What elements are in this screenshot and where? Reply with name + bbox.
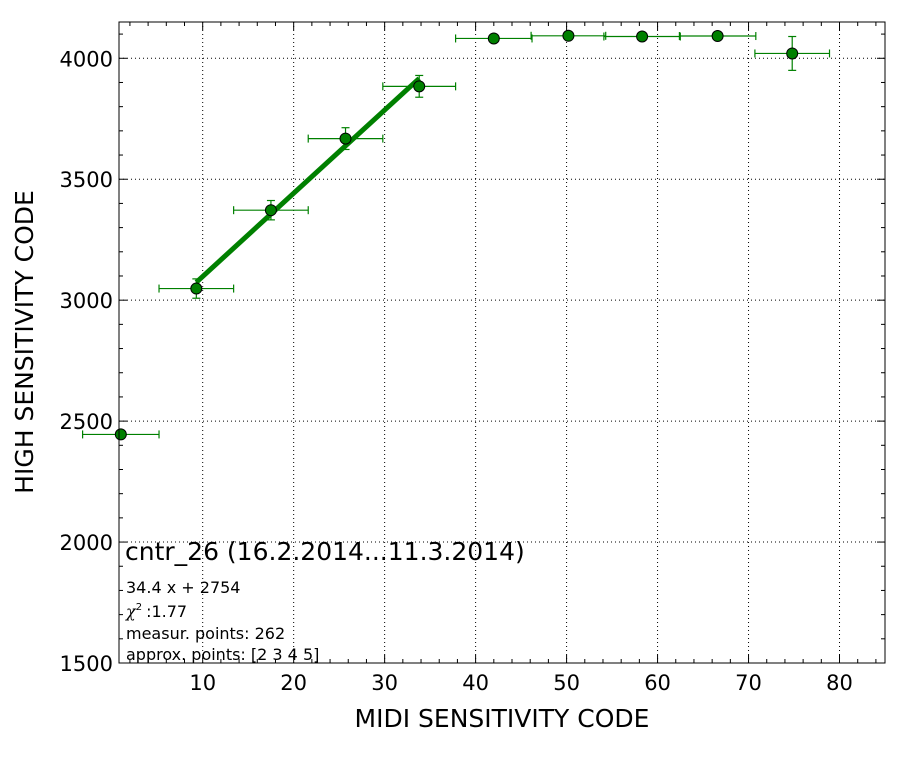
- point-marker: [190, 282, 203, 295]
- point-marker: [413, 80, 426, 93]
- grid: [119, 22, 885, 664]
- y-tick-label: 4000: [60, 47, 113, 71]
- y-tick-label: 2500: [60, 410, 113, 434]
- data-point: [233, 199, 309, 221]
- data-points-layer: [82, 29, 831, 441]
- data-point: [158, 278, 235, 299]
- x-tick-label: 50: [553, 671, 580, 695]
- x-tick-label: 10: [189, 671, 216, 695]
- point-marker: [711, 30, 724, 43]
- plot-frame: [118, 21, 886, 664]
- point-marker: [264, 204, 277, 217]
- x-tick-label: 60: [644, 671, 671, 695]
- x-tick-label: 30: [371, 671, 398, 695]
- x-tick-label: 80: [826, 671, 853, 695]
- approx-points-text: approx. points: [2 3 4 5]: [126, 645, 319, 664]
- data-point: [307, 127, 384, 151]
- point-marker: [786, 47, 799, 60]
- chi-superscript: 2: [136, 602, 142, 613]
- point-marker: [636, 30, 649, 43]
- fit-line: [194, 76, 421, 285]
- y-axis-label: HIGH SENSITIVITY CODE: [10, 190, 39, 494]
- data-point: [603, 30, 681, 43]
- point-marker: [114, 428, 127, 441]
- data-point: [82, 428, 160, 441]
- data-point: [382, 74, 457, 98]
- point-marker: [487, 32, 500, 45]
- point-marker: [339, 132, 352, 145]
- annotation-heading: cntr_26 (16.2.2014...11.3.2014): [125, 537, 525, 566]
- y-tick-label: 2000: [60, 531, 113, 555]
- data-point: [754, 35, 831, 71]
- annotations: cntr_26 (16.2.2014...11.3.2014) 34.4 x +…: [125, 537, 525, 664]
- x-axis-label: MIDI SENSITIVITY CODE: [355, 704, 650, 733]
- chi-square-label: χ2 :1.77: [125, 602, 187, 621]
- measur-points-text: measur. points: 262: [126, 624, 285, 643]
- y-tick-label: 1500: [60, 652, 113, 676]
- y-tick-label: 3000: [60, 289, 113, 313]
- axis-ticks: 10 20 30 40 50 60 70 80 1500 2000 2500 3000 3500 4000: [60, 22, 885, 695]
- chi-symbol: χ: [125, 602, 137, 621]
- x-tick-label: 70: [735, 671, 762, 695]
- data-point: [455, 32, 533, 45]
- fit-line-layer: [194, 76, 421, 285]
- data-point: [678, 30, 757, 43]
- chi-square-value: :1.77: [146, 602, 187, 621]
- data-point: [530, 29, 607, 42]
- fit-equation: 34.4 x + 2754: [126, 578, 240, 597]
- x-tick-label: 20: [280, 671, 307, 695]
- x-tick-label: 40: [462, 671, 489, 695]
- y-tick-label: 3500: [60, 168, 113, 192]
- point-marker: [562, 29, 575, 42]
